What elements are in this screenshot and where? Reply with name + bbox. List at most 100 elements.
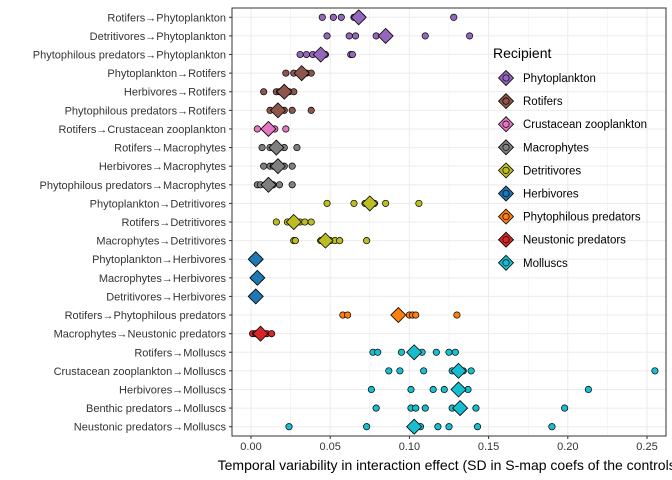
legend-point-key [502, 120, 510, 128]
data-point [467, 367, 475, 375]
legend-item: Crustacean zooplankton [497, 116, 647, 133]
data-point [473, 423, 482, 431]
legend-point-key [502, 97, 510, 105]
x-axis-title: Temporal variability in interaction effe… [218, 457, 672, 473]
data-point [453, 311, 461, 319]
data-point [367, 385, 375, 394]
legend-label: Phytophilous predators [523, 212, 641, 224]
data-point [385, 367, 393, 375]
data-point [253, 125, 261, 133]
data-point [374, 348, 382, 356]
data-point [336, 237, 344, 245]
data-point [323, 32, 331, 40]
legend-label: Neustonic predators [523, 235, 626, 247]
legend-label: Herbivores [523, 189, 579, 201]
data-point [382, 199, 390, 207]
y-tick-label: Macrophytes→Detritivores [96, 236, 226, 248]
mean-diamond [252, 325, 269, 342]
mean-diamond [317, 232, 334, 249]
legend-item: Phytoplankton [497, 69, 596, 87]
data-point [275, 181, 284, 189]
legend-label: Detritivores [523, 165, 581, 177]
data-point [466, 32, 474, 40]
y-tick-label: Crustacean zooplankton→Molluscs [54, 366, 227, 378]
x-tick-label: 0.05 [319, 441, 340, 453]
grid-lines [232, 8, 666, 436]
data-point [450, 13, 458, 21]
data-point [348, 50, 356, 59]
data-point [288, 162, 296, 170]
y-tick-label: Macrophytes→Herbivores [99, 273, 227, 285]
mean-markers [247, 9, 469, 435]
legend-point-key [502, 74, 510, 82]
data-point [351, 32, 360, 40]
legend-item: Neustonic predators [497, 231, 626, 248]
y-tick-label: Herbivores→Molluscs [119, 384, 226, 396]
legend-label: Rotifers [523, 96, 563, 108]
y-tick-label: Phytoplankton→Herbivores [92, 254, 226, 266]
y-tick-label: Rotifers→Phytophilous predators [65, 310, 227, 322]
mean-diamond [450, 362, 467, 379]
mean-diamond [377, 27, 394, 44]
x-tick-label: 0.10 [399, 441, 420, 453]
y-tick-label: Phytoplankton→Detritivores [90, 198, 227, 210]
data-point [345, 32, 353, 40]
data-point [307, 218, 315, 226]
data-point [293, 144, 301, 152]
data-point [288, 181, 296, 189]
mean-diamond [260, 120, 277, 138]
mean-diamond [390, 306, 407, 324]
legend-item: Herbivores [497, 185, 579, 202]
data-point [337, 13, 345, 21]
x-tick-label: 0.15 [478, 441, 499, 453]
mean-diamond [247, 288, 264, 305]
data-point [350, 199, 358, 207]
y-tick-label: Phytoplankton→Rotifers [107, 68, 226, 80]
y-tick-label: Herbivores→Rotifers [124, 87, 227, 99]
data-point [318, 13, 326, 21]
y-tick-label: Rotifers→Phytoplankton [107, 12, 226, 24]
y-tick-label: Phytophilous predators→Rotifers [65, 105, 227, 117]
mean-diamond [452, 400, 469, 417]
legend-point-key [502, 236, 510, 244]
data-point [584, 385, 592, 394]
legend-label: Crustacean zooplankton [523, 119, 647, 131]
data-point [282, 69, 290, 77]
data-point [651, 367, 659, 375]
axes: 0.00 0.05 0.10 0.15 0.20 0.25 Rotifers→Phytopl… [33, 12, 658, 453]
data-point [432, 348, 440, 356]
legend-point-key [502, 189, 510, 198]
data-point [397, 348, 406, 356]
data-point [561, 404, 569, 412]
data-point [412, 404, 420, 412]
data-point [415, 199, 423, 207]
legend-item: Molluscs [497, 254, 568, 271]
data-point [291, 237, 299, 245]
data-point [258, 144, 266, 152]
mean-diamond [247, 251, 264, 268]
legend-label: Molluscs [523, 258, 568, 270]
legend-item: Phytophilous predators [497, 208, 641, 225]
legend-label: Macrophytes [523, 142, 589, 154]
data-point [434, 423, 442, 431]
legend-title: Recipient [493, 45, 551, 61]
legend-item: Detritivores [497, 162, 581, 179]
data-point [440, 385, 448, 394]
y-tick-label: Rotifers→Crustacean zooplankton [58, 124, 226, 136]
legend-item: Rotifers [497, 93, 563, 110]
data-point [445, 423, 453, 431]
mean-diamond [285, 213, 302, 231]
data-point [301, 218, 309, 226]
legend-point-key [502, 166, 510, 174]
data-point [472, 404, 480, 412]
data-point [302, 50, 310, 59]
mean-diamond [312, 46, 329, 63]
y-tick-label: Phytophilous predators→Phytoplankton [33, 50, 226, 62]
data-point [363, 423, 371, 431]
data-point [429, 385, 437, 394]
data-point [329, 13, 337, 21]
data-point [407, 385, 415, 394]
legend-label: Phytoplankton [523, 73, 596, 85]
mean-diamond [293, 65, 310, 82]
data-point [285, 423, 293, 431]
